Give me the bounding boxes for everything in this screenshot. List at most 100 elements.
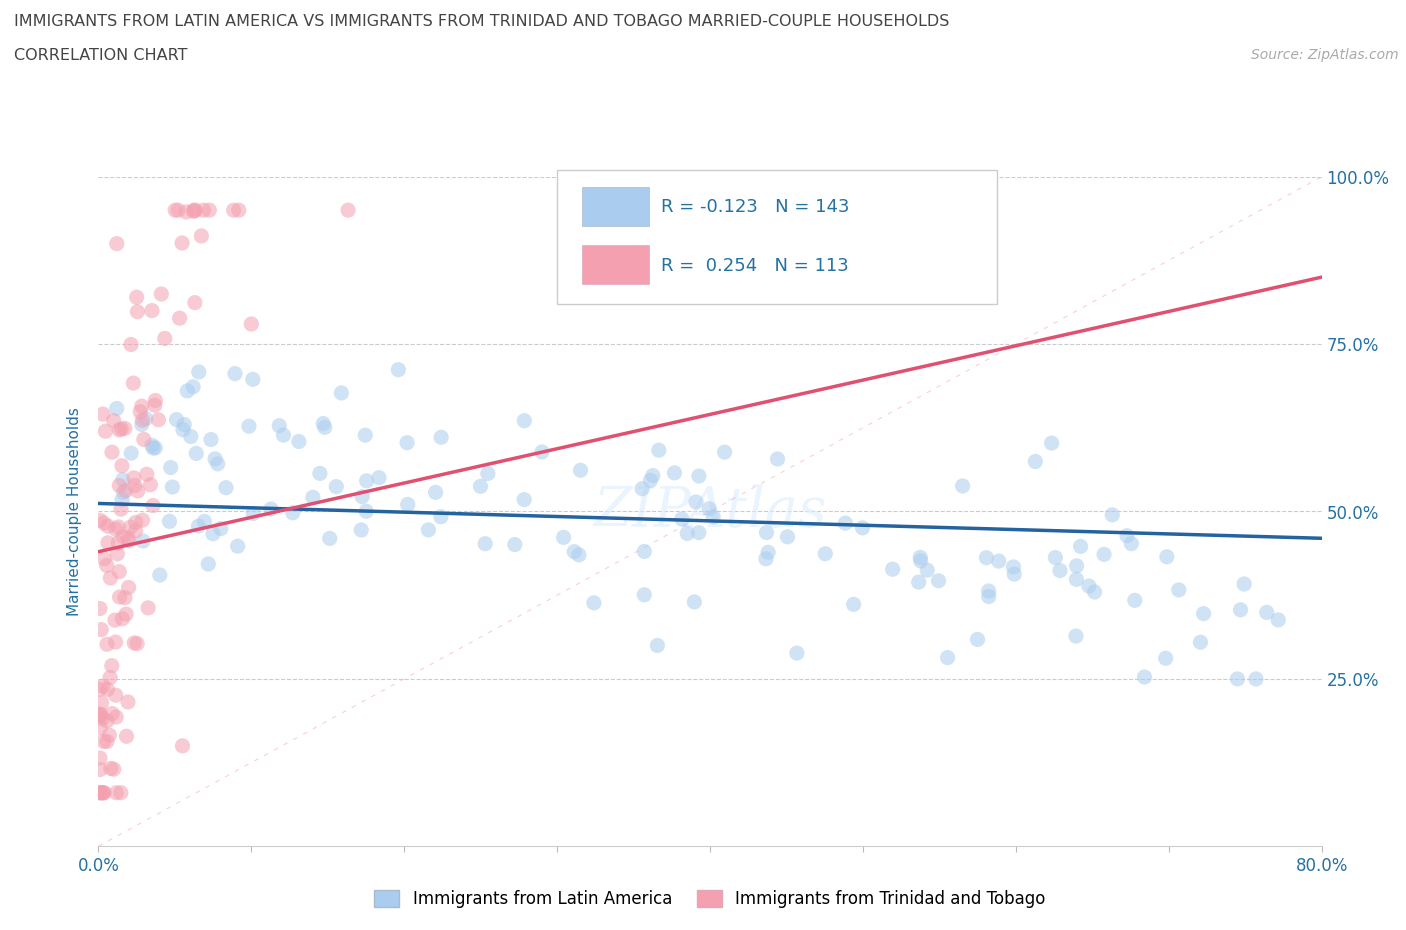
Point — [131, 413, 153, 428]
Point — [131, 512, 153, 527]
Point — [93, 785, 115, 800]
Point — [105, 547, 128, 562]
Point — [273, 428, 295, 443]
Point — [114, 483, 136, 498]
Point — [183, 204, 205, 219]
Point — [288, 434, 311, 449]
Point — [108, 565, 131, 579]
Point — [240, 316, 263, 331]
Point — [776, 529, 799, 544]
Point — [882, 562, 904, 577]
Point — [100, 570, 122, 585]
Point — [242, 506, 264, 521]
Point — [201, 526, 224, 541]
Point — [89, 601, 111, 616]
Point — [513, 492, 536, 507]
Point — [127, 484, 149, 498]
Point — [172, 422, 194, 437]
Point — [93, 515, 115, 530]
Point — [131, 399, 153, 414]
Point — [104, 613, 127, 628]
Point — [952, 479, 974, 494]
Point — [143, 441, 166, 456]
Point — [127, 304, 149, 319]
Text: R =  0.254   N = 113: R = 0.254 N = 113 — [661, 257, 849, 274]
Point — [105, 785, 128, 800]
Point — [162, 480, 184, 495]
Point — [425, 485, 447, 499]
Point — [118, 533, 141, 548]
Point — [814, 546, 837, 561]
Point — [142, 498, 165, 513]
Point — [1083, 584, 1105, 599]
Point — [105, 401, 128, 416]
Point — [159, 460, 181, 475]
Point — [141, 303, 163, 318]
Point — [1226, 671, 1249, 686]
Point — [180, 429, 202, 444]
Point — [281, 505, 304, 520]
Point — [309, 466, 332, 481]
Point — [198, 203, 221, 218]
Point — [91, 679, 114, 694]
Text: R = -0.123   N = 143: R = -0.123 N = 143 — [661, 198, 849, 216]
Point — [93, 734, 115, 749]
Point — [125, 515, 148, 530]
Point — [197, 556, 219, 571]
Point — [187, 365, 209, 379]
Point — [108, 478, 131, 493]
Point — [97, 519, 120, 534]
Point — [153, 331, 176, 346]
Point — [108, 590, 131, 604]
Point — [90, 785, 112, 800]
Point — [111, 472, 134, 487]
Point — [430, 430, 453, 445]
Point — [354, 428, 377, 443]
Point — [176, 205, 198, 219]
Point — [312, 416, 335, 431]
Point — [143, 398, 166, 413]
Point — [131, 417, 153, 432]
Point — [89, 785, 111, 800]
Point — [977, 583, 1000, 598]
Point — [122, 635, 145, 650]
Point — [193, 514, 215, 529]
Point — [181, 379, 204, 394]
Point — [186, 446, 208, 461]
Text: Source: ZipAtlas.com: Source: ZipAtlas.com — [1251, 48, 1399, 62]
Point — [966, 632, 988, 647]
Point — [167, 203, 190, 218]
Point — [1233, 577, 1256, 591]
FancyBboxPatch shape — [557, 170, 997, 304]
Point — [1070, 538, 1092, 553]
Point — [1049, 563, 1071, 578]
Point — [697, 501, 720, 516]
Point — [204, 451, 226, 466]
Point — [165, 203, 187, 218]
Point — [1101, 508, 1123, 523]
Point — [664, 465, 686, 480]
Point — [260, 501, 283, 516]
Point — [117, 695, 139, 710]
Point — [224, 366, 246, 381]
Point — [142, 441, 165, 456]
Point — [242, 372, 264, 387]
Point — [352, 489, 374, 504]
Point — [368, 471, 391, 485]
Point — [200, 432, 222, 447]
FancyBboxPatch shape — [582, 187, 650, 226]
Point — [132, 432, 155, 446]
Point — [111, 492, 134, 507]
Point — [166, 412, 188, 427]
Point — [89, 709, 111, 724]
Point — [176, 383, 198, 398]
Point — [107, 536, 129, 551]
Point — [136, 601, 159, 616]
Point — [1077, 578, 1099, 593]
Point — [96, 558, 118, 573]
Point — [688, 469, 710, 484]
Point — [110, 421, 132, 436]
Point — [114, 591, 136, 605]
Point — [207, 457, 229, 472]
Point — [172, 235, 194, 250]
